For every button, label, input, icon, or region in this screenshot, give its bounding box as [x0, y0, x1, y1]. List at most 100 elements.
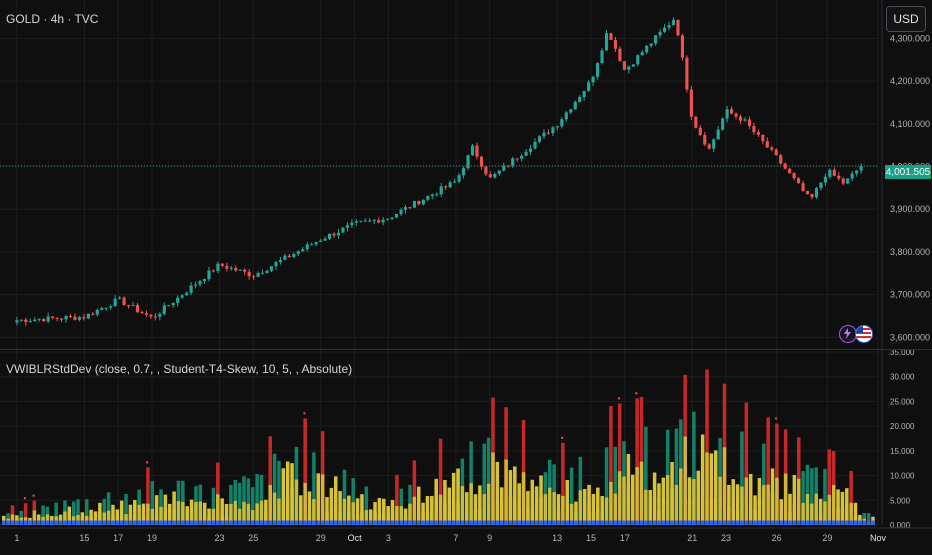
indicator-bar: [696, 470, 701, 525]
indicator-bar: [119, 514, 124, 525]
indicator-bar: [465, 508, 469, 525]
indicator-bar: [307, 520, 312, 525]
candle-body: [622, 61, 626, 70]
candle-body: [73, 316, 77, 320]
indicator-bar: [259, 474, 264, 525]
price-axis-label: 4,100.000: [890, 119, 930, 129]
time-axis-label: 17: [620, 533, 630, 543]
indicator-bar: [775, 520, 779, 525]
indicator-bar: [692, 520, 696, 525]
us-flag-icon[interactable]: [855, 325, 873, 343]
candle-body: [381, 219, 385, 223]
candle-body: [707, 144, 711, 149]
indicator-bar: [526, 520, 530, 525]
indicator-bar: [416, 520, 421, 525]
time-axis-label: 7: [453, 533, 458, 543]
indicator-bar: [137, 520, 141, 525]
indicator-bar: [805, 494, 810, 525]
candle-body: [207, 270, 211, 280]
indicator-bar: [237, 482, 242, 525]
indicator-bar: [224, 516, 229, 525]
candle-body: [560, 119, 564, 127]
indicator-bar: [364, 510, 369, 525]
indicator-bar: [670, 520, 674, 525]
candle-body: [618, 48, 622, 62]
indicator-bar: [744, 402, 749, 525]
candle-body: [502, 165, 506, 171]
candle-body: [537, 136, 542, 142]
indicator-bar: [347, 510, 351, 525]
indicator-bar: [172, 509, 176, 525]
candle-body: [636, 55, 640, 65]
indicator-bar: [312, 499, 316, 525]
indicator-bar: [15, 520, 19, 525]
indicator-bar: [368, 520, 373, 525]
indicator-bar: [198, 501, 203, 525]
indicator-bar: [762, 443, 766, 525]
candle-body: [363, 220, 367, 222]
currency-button[interactable]: USD: [886, 6, 926, 32]
candle-body: [747, 119, 752, 127]
candle-body: [234, 267, 238, 271]
indicator-bar: [460, 520, 465, 525]
indicator-bar: [823, 520, 827, 525]
indicator-bar: [530, 479, 535, 525]
indicator-bar: [569, 467, 574, 525]
candle-body: [828, 169, 832, 177]
pane-separator[interactable]: [0, 349, 932, 350]
indicator-bar: [478, 485, 482, 525]
indicator-bar: [783, 473, 788, 525]
indicator-bar: [783, 520, 788, 525]
indicator-bar: [176, 501, 181, 525]
indicator-bar: [766, 520, 770, 525]
indicator-bar: [207, 520, 211, 525]
candle-body: [591, 76, 595, 83]
candle-body: [24, 319, 28, 323]
indicator-bar: [495, 461, 500, 525]
indicator-axis-label: 15.000: [890, 447, 915, 456]
indicator-bar: [866, 520, 871, 525]
indicator-bar: [84, 515, 89, 525]
candle-body: [180, 295, 184, 298]
indicator-bar: [111, 520, 115, 525]
indicator-bar: [740, 486, 744, 525]
indicator-bar: [141, 520, 146, 525]
indicator-bar: [657, 510, 661, 525]
indicator-bar: [871, 520, 875, 525]
candle-body: [555, 126, 559, 128]
indicator-bar: [569, 520, 574, 525]
indicator-bar: [237, 520, 242, 525]
indicator-bar: [648, 504, 652, 525]
indicator-bar: [639, 461, 644, 525]
indicator-bar: [482, 520, 486, 525]
indicator-bar: [416, 486, 421, 525]
indicator-bar: [102, 512, 106, 525]
indicator-bar: [360, 512, 364, 525]
indicator-bar: [425, 496, 430, 525]
candle-body: [631, 64, 635, 67]
candle-body: [546, 132, 551, 134]
indicator-bar: [106, 520, 111, 525]
indicator-bar: [146, 503, 150, 525]
indicator-bar: [447, 510, 452, 525]
indicator-bar: [54, 520, 58, 525]
candle-body: [730, 109, 734, 114]
indicator-bar: [264, 511, 268, 525]
indicator-bar: [609, 405, 613, 525]
indicator-bar: [325, 513, 329, 525]
indicator-bar: [465, 520, 469, 525]
indicator-bar: [390, 510, 395, 525]
candle-body: [426, 196, 430, 200]
indicator-label: VWIBLRStdDev (close, 0.7, , Student-T4-S…: [6, 362, 353, 376]
indicator-bar: [469, 520, 473, 525]
indicator-bar: [635, 398, 639, 525]
indicator-bar: [796, 478, 801, 525]
indicator-bar: [224, 503, 229, 525]
indicator-bar: [28, 520, 32, 525]
time-axis-label: 9: [487, 533, 492, 543]
indicator-bar: [862, 520, 867, 525]
indicator-bar: [189, 510, 194, 525]
candle-body: [162, 305, 166, 314]
